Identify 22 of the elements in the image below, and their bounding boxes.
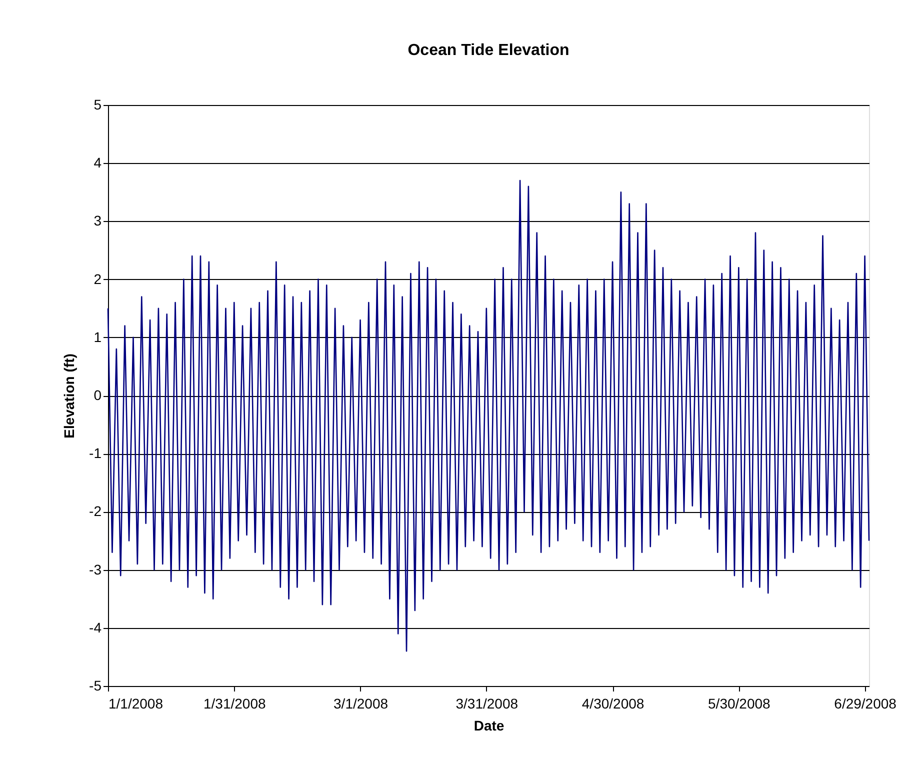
y-tick-label: -3	[89, 561, 102, 578]
y-tick-label: 2	[94, 270, 102, 287]
y-axis-title: Elevation (ft)	[61, 354, 78, 438]
y-tick-label: -1	[89, 445, 102, 462]
y-tick-label: 3	[94, 212, 102, 229]
y-tick-label: -5	[89, 678, 102, 694]
y-tick-label: 4	[94, 154, 102, 171]
x-tick-label: 1/31/2008	[203, 696, 266, 712]
y-tick-label: -2	[89, 503, 102, 520]
chart-title: Ocean Tide Elevation	[408, 42, 570, 59]
x-tick-label: 3/31/2008	[456, 696, 518, 712]
x-axis-title: Date	[474, 718, 504, 734]
x-tick-label: 3/1/2008	[334, 696, 388, 712]
y-tick-label: 5	[94, 96, 102, 112]
y-tick-label: 0	[94, 387, 102, 403]
x-tick-label: 6/29/2008	[834, 696, 897, 712]
x-tick-label: 1/1/2008	[108, 696, 164, 712]
x-tick-label: 4/30/2008	[582, 696, 644, 712]
x-tick-label: 5/30/2008	[708, 696, 771, 712]
y-tick-label: -4	[89, 619, 102, 636]
line-series	[107, 180, 870, 652]
y-tick-label: 1	[94, 328, 102, 345]
